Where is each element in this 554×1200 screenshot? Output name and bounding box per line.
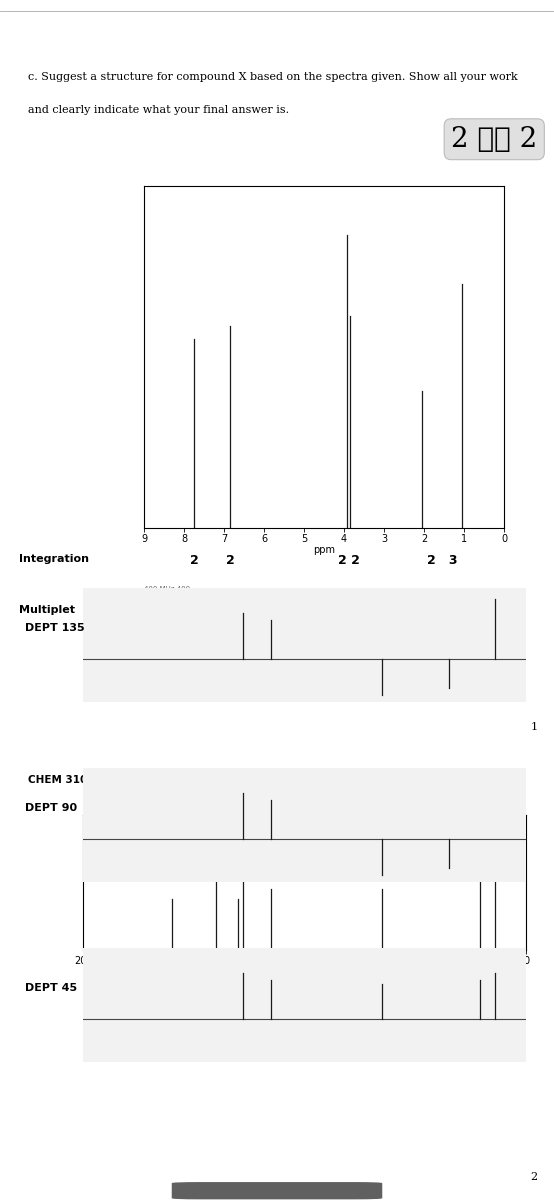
Text: 2   3: 2 3 [427, 554, 458, 568]
Text: Integration: Integration [19, 554, 89, 564]
Text: Multiplet: Multiplet [19, 606, 75, 616]
Text: d: d [189, 606, 198, 618]
X-axis label: ppm: ppm [294, 967, 316, 977]
Text: d: d [225, 606, 234, 618]
Text: “m”  t: “m” t [420, 606, 464, 618]
Text: 2: 2 [189, 554, 198, 568]
Text: 1: 1 [530, 721, 537, 732]
Text: DEPT 45: DEPT 45 [25, 983, 78, 992]
Text: c. Suggest a structure for compound X based on the spectra given. Show all your : c. Suggest a structure for compound X ba… [28, 72, 517, 83]
Text: 2 2: 2 2 [338, 554, 360, 568]
Text: 2 من 2: 2 من 2 [451, 126, 537, 152]
Text: 400 MHz 400: 400 MHz 400 [144, 586, 190, 592]
Text: DEPT 90: DEPT 90 [25, 803, 78, 812]
Text: CHEM 310 and 312: CHEM 310 and 312 [28, 775, 138, 785]
Text: 100 MHz 311: 100 MHz 311 [83, 980, 130, 986]
Text: 2: 2 [225, 554, 234, 568]
X-axis label: ppm: ppm [313, 545, 335, 554]
Text: DEPT 135: DEPT 135 [25, 623, 85, 632]
Text: t  s: t s [338, 606, 360, 618]
FancyBboxPatch shape [172, 1182, 382, 1199]
Text: and clearly indicate what your final answer is.: and clearly indicate what your final ans… [28, 106, 289, 115]
Text: 2: 2 [530, 1172, 537, 1182]
